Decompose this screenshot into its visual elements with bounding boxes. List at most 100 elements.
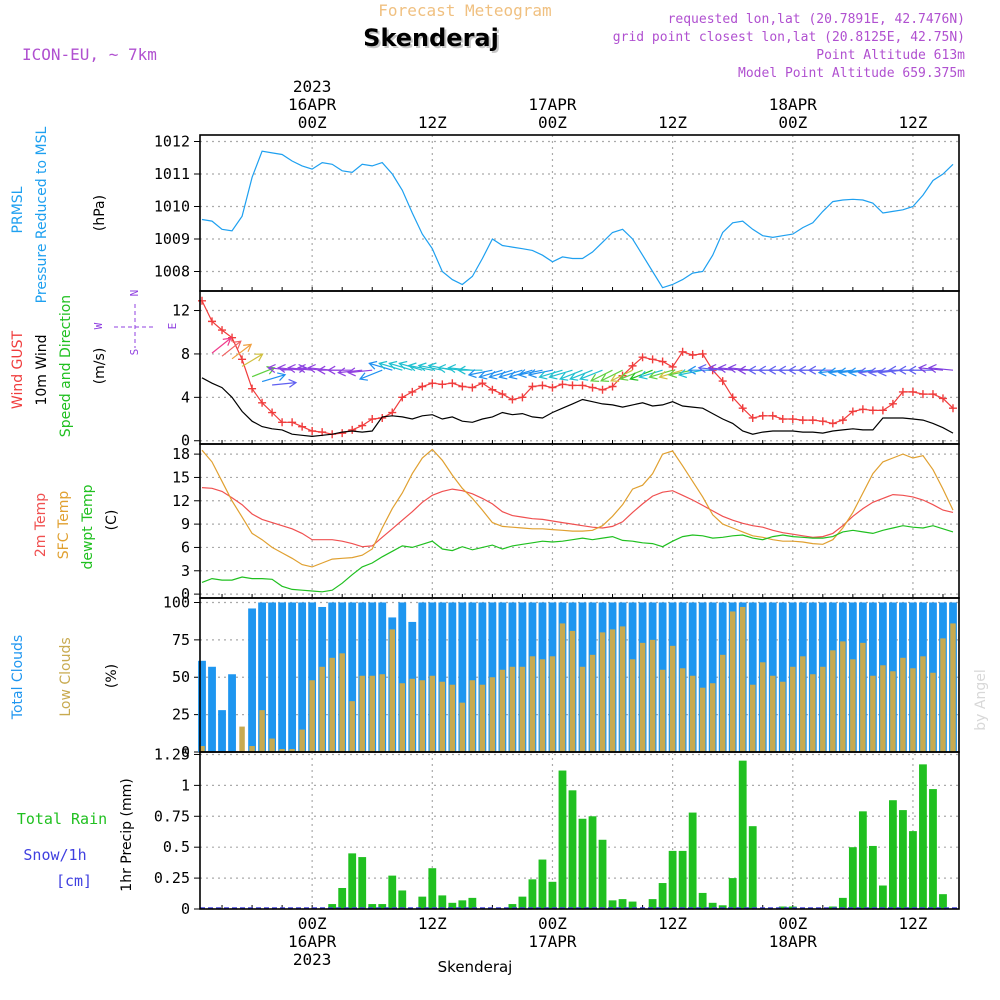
top-time-label: 12Z bbox=[658, 113, 687, 132]
low-cloud-bar bbox=[820, 666, 826, 752]
wind-direction-arrow bbox=[610, 369, 633, 382]
prmsl-label: PRMSL bbox=[10, 186, 26, 233]
low-cloud-bar bbox=[940, 638, 946, 752]
wind-direction-arrow bbox=[548, 369, 573, 380]
y-tick-label: 0 bbox=[181, 585, 190, 603]
total-cloud-bar bbox=[448, 602, 457, 752]
gust-marker bbox=[888, 399, 897, 408]
y-tick-label: 8 bbox=[181, 345, 190, 363]
total-cloud-bar bbox=[248, 608, 256, 752]
low-cloud-bar bbox=[309, 680, 315, 752]
wind-direction-arrow bbox=[467, 369, 493, 379]
total-cloud-bar bbox=[268, 602, 277, 752]
y-tick-label: 6 bbox=[181, 538, 190, 556]
gust-marker bbox=[238, 355, 247, 364]
low-cloud-bar bbox=[429, 675, 436, 752]
rain-bar bbox=[438, 895, 447, 909]
rain-bar bbox=[838, 897, 847, 909]
gust-marker bbox=[218, 326, 227, 335]
bottom-time-label: 17APR bbox=[528, 932, 577, 951]
wind-direction-arrow bbox=[927, 363, 954, 373]
rain-bar bbox=[518, 896, 527, 909]
gust-marker bbox=[608, 382, 617, 391]
gust-marker bbox=[498, 390, 507, 399]
bottom-time-label: 00Z bbox=[538, 914, 567, 933]
bottom-time-label: 00Z bbox=[778, 914, 807, 933]
low-cloud-bar bbox=[369, 675, 375, 752]
rain-bar bbox=[868, 845, 877, 909]
wind-direction-arrow bbox=[807, 365, 833, 375]
gust-marker bbox=[228, 333, 237, 342]
temp-label: 2m Temp bbox=[33, 493, 49, 557]
bottom-time-label: 00Z bbox=[298, 914, 327, 933]
rain-bar bbox=[889, 800, 897, 909]
rain-bar bbox=[458, 900, 467, 909]
gust-marker bbox=[698, 349, 707, 358]
rain-bar bbox=[738, 760, 747, 909]
low-cloud-bar bbox=[389, 629, 395, 752]
low-cloud-bar bbox=[399, 683, 406, 752]
panel-1 bbox=[194, 290, 960, 445]
low-cloud-bar bbox=[930, 672, 936, 752]
rain-bar bbox=[568, 790, 577, 909]
panel-frame bbox=[199, 751, 960, 910]
gust-marker bbox=[388, 408, 397, 417]
rain-bar bbox=[598, 839, 607, 909]
gust-marker bbox=[298, 422, 307, 431]
low-cloud-bar bbox=[880, 665, 886, 752]
total-cloud-bar bbox=[218, 710, 226, 752]
wind-direction-arrow bbox=[407, 362, 433, 372]
rain-bar bbox=[548, 881, 557, 909]
series-line-2m-temp bbox=[201, 487, 954, 548]
total-cloud-bar bbox=[348, 602, 357, 752]
gust-marker bbox=[848, 407, 857, 416]
rain-bar bbox=[528, 879, 537, 909]
low-cloud-bar bbox=[589, 654, 596, 752]
top-title: Forecast Meteogram bbox=[378, 1, 551, 20]
total-cloud-bar bbox=[228, 674, 236, 752]
gust-marker bbox=[808, 416, 817, 425]
y-tick-label: 0.75 bbox=[154, 807, 190, 825]
rain-bar bbox=[909, 831, 917, 909]
bottom-time-label: 18APR bbox=[769, 932, 818, 951]
gust-marker bbox=[308, 426, 317, 435]
low-cloud-bar bbox=[439, 681, 446, 752]
rain-bar bbox=[588, 816, 597, 909]
rain-bar bbox=[418, 896, 427, 909]
dewpt-label: dewpt Temp bbox=[80, 484, 96, 569]
top-time-label: 17APR bbox=[528, 95, 577, 114]
y-tick-label: 12 bbox=[172, 302, 190, 320]
total-cloud-bar bbox=[418, 602, 427, 752]
gust-marker bbox=[878, 406, 887, 415]
rain-bar bbox=[328, 904, 337, 909]
gust-marker bbox=[648, 355, 657, 364]
gust-marker bbox=[368, 415, 377, 424]
pressure-unit-label: (hPa) bbox=[92, 195, 108, 231]
rain-bar bbox=[378, 904, 387, 909]
series-line-wind-gust bbox=[201, 300, 954, 435]
top-time-label: 00Z bbox=[538, 113, 567, 132]
wind-direction-arrow bbox=[559, 369, 583, 381]
gust-marker bbox=[748, 413, 757, 422]
top-time-label: 18APR bbox=[769, 95, 818, 114]
rain-bar bbox=[929, 789, 937, 909]
low-cloud-bar bbox=[719, 654, 726, 752]
low-cloud-bar bbox=[669, 645, 676, 752]
wind-direction-arrow bbox=[388, 360, 413, 371]
total-cloud-bar bbox=[438, 602, 447, 752]
low-cloud-bar bbox=[409, 678, 416, 752]
gust-marker bbox=[628, 361, 637, 370]
low-cloud-bar bbox=[639, 642, 646, 752]
low-cloud-bar bbox=[649, 639, 656, 752]
gust-marker bbox=[818, 417, 827, 426]
gust-marker bbox=[828, 419, 837, 428]
wind-label: 10m Wind bbox=[34, 334, 50, 405]
top-time-label: 12Z bbox=[418, 113, 447, 132]
gust-marker bbox=[718, 377, 727, 386]
total-cloud-bar bbox=[748, 602, 757, 752]
y-tick-label: 0 bbox=[181, 900, 190, 918]
gust-marker bbox=[568, 381, 577, 390]
bottom-time-label: 16APR bbox=[288, 932, 337, 951]
gust-marker bbox=[508, 395, 517, 404]
